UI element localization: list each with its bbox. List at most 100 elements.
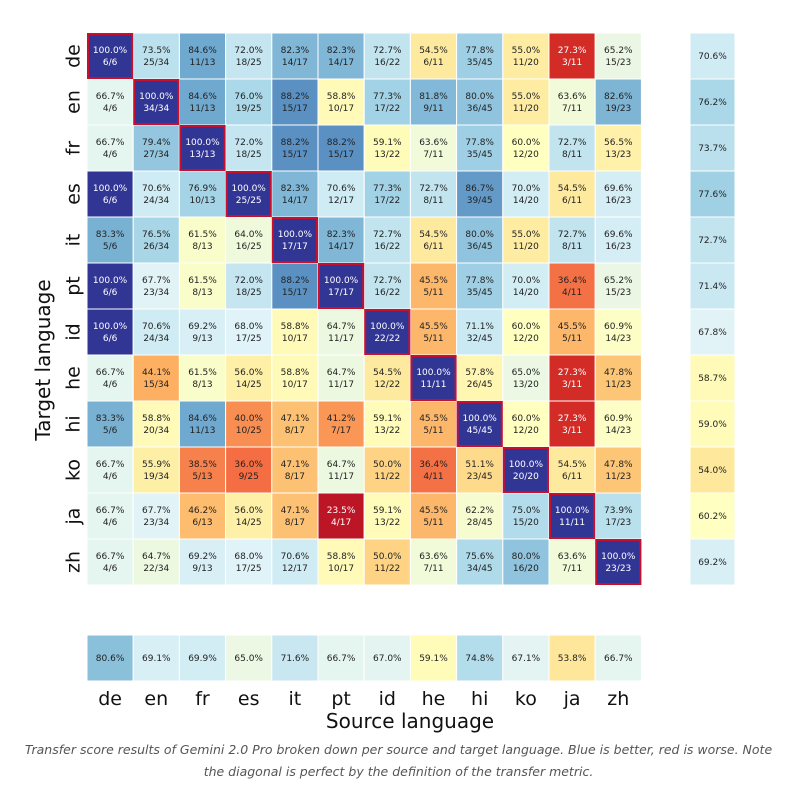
cell-fraction: 16/22	[374, 242, 400, 252]
cell-fraction: 26/34	[143, 242, 169, 252]
heatmap-cell: 64.7% 11/17	[317, 354, 365, 402]
row-total-value: 73.7%	[698, 144, 727, 154]
target-language-tick-labels: de en fr es it pt id he hi ko ja zh	[63, 44, 85, 573]
cell-color	[409, 538, 458, 586]
cell-fraction: 14/25	[236, 518, 262, 528]
cell-color	[502, 32, 550, 80]
cell-color	[456, 262, 504, 310]
cell-color	[594, 538, 642, 586]
cell-color	[271, 538, 319, 586]
y-tick-label: he	[63, 366, 85, 390]
cell-percent: 70.6%	[142, 184, 171, 194]
diagonal-cell-border	[456, 401, 503, 447]
cell-color	[594, 492, 642, 540]
cell-fraction: 13/22	[374, 518, 400, 528]
cell-percent: 66.7%	[96, 552, 125, 562]
column-total-value: 53.8%	[558, 654, 587, 664]
heatmap-cell: 44.1% 15/34	[132, 354, 180, 402]
cell-percent: 100.0%	[93, 276, 128, 286]
heatmap-cell: 76.5% 26/34	[132, 216, 180, 264]
cell-percent: 80.0%	[465, 230, 494, 240]
cell-color	[502, 400, 550, 448]
cell-color	[594, 124, 642, 172]
cell-fraction: 28/45	[467, 518, 493, 528]
heatmap-cell: 66.7% 4/6	[86, 446, 134, 494]
column-total-color	[409, 634, 458, 682]
cell-percent: 82.3%	[327, 46, 356, 56]
row-total-cell: 73.7%	[689, 124, 736, 172]
cell-percent: 70.0%	[512, 184, 541, 194]
heatmap-cell: 72.7% 8/11	[409, 170, 458, 218]
cell-fraction: 15/17	[328, 150, 354, 160]
heatmap-cell: 56.0% 14/25	[225, 354, 273, 402]
cell-fraction: 15/34	[143, 380, 169, 390]
cell-color	[363, 492, 411, 540]
cell-color	[548, 32, 596, 80]
cell-percent: 66.7%	[96, 506, 125, 516]
cell-fraction: 11/13	[190, 426, 216, 436]
cell-fraction: 4/6	[103, 150, 118, 160]
cell-percent: 56.0%	[234, 368, 263, 378]
heatmap-cell: 36.4% 4/11	[409, 446, 458, 494]
heatmap-cell: 88.2% 15/17	[271, 262, 319, 310]
cell-fraction: 3/11	[562, 58, 582, 68]
cell-fraction: 12/17	[328, 196, 354, 206]
heatmap-cell: 56.0% 14/25	[225, 492, 273, 540]
cell-fraction: 25/25	[236, 196, 262, 206]
row-total-cell: 77.6%	[689, 170, 736, 218]
cell-fraction: 17/25	[236, 334, 262, 344]
cell-fraction: 5/11	[423, 426, 443, 436]
cell-fraction: 11/17	[328, 472, 354, 482]
heatmap-cell: 56.5% 13/23	[594, 124, 642, 172]
y-tick-label: en	[63, 90, 85, 114]
cell-fraction: 25/34	[143, 58, 169, 68]
cell-color	[317, 308, 365, 356]
heatmap-cell: 54.5% 6/11	[548, 170, 596, 218]
heatmap-cell: 100.0% 17/17	[271, 216, 319, 264]
cell-fraction: 24/34	[143, 334, 169, 344]
figure-caption: Transfer score results of Gemini 2.0 Pro…	[24, 742, 773, 779]
cell-color	[409, 354, 458, 402]
cell-fraction: 4/11	[562, 288, 582, 298]
cell-fraction: 8/11	[423, 196, 443, 206]
cell-color	[548, 308, 596, 356]
heatmap-cell: 100.0% 6/6	[86, 32, 134, 80]
y-axis-label: Target language	[31, 279, 55, 441]
heatmap-cell: 100.0% 11/11	[409, 354, 458, 402]
cell-percent: 76.5%	[142, 230, 171, 240]
cell-color	[409, 400, 458, 448]
cell-color	[594, 354, 642, 402]
cell-percent: 67.7%	[142, 276, 171, 286]
column-total-value: 59.1%	[419, 654, 448, 664]
diagonal-cell-border	[364, 309, 411, 355]
cell-fraction: 17/22	[374, 104, 400, 114]
cell-percent: 72.0%	[234, 276, 263, 286]
cell-fraction: 8/17	[285, 426, 305, 436]
heatmap-cell: 68.0% 17/25	[225, 538, 273, 586]
cell-fraction: 35/45	[467, 150, 493, 160]
cell-percent: 36.0%	[234, 460, 263, 470]
heatmap-cell: 27.3% 3/11	[548, 32, 596, 80]
cell-fraction: 10/17	[328, 564, 354, 574]
cell-fraction: 5/11	[423, 288, 443, 298]
cell-fraction: 14/20	[513, 288, 539, 298]
cell-color	[178, 124, 227, 172]
heatmap-cell: 46.2% 6/13	[178, 492, 227, 540]
cell-color	[363, 170, 411, 218]
cell-percent: 72.7%	[373, 276, 402, 286]
cell-fraction: 14/20	[513, 196, 539, 206]
cell-color	[178, 308, 227, 356]
cell-fraction: 16/25	[236, 242, 262, 252]
heatmap-cell: 70.6% 24/34	[132, 170, 180, 218]
cell-percent: 83.3%	[96, 230, 125, 240]
cell-percent: 54.5%	[558, 460, 587, 470]
cell-percent: 64.7%	[327, 460, 356, 470]
cell-color	[456, 400, 504, 448]
cell-percent: 69.6%	[604, 184, 633, 194]
row-total-value: 69.2%	[698, 558, 727, 568]
cell-color	[178, 538, 227, 586]
cell-fraction: 9/11	[423, 104, 443, 114]
cell-fraction: 5/11	[423, 334, 443, 344]
cell-fraction: 5/13	[192, 472, 212, 482]
cell-percent: 55.0%	[512, 230, 541, 240]
